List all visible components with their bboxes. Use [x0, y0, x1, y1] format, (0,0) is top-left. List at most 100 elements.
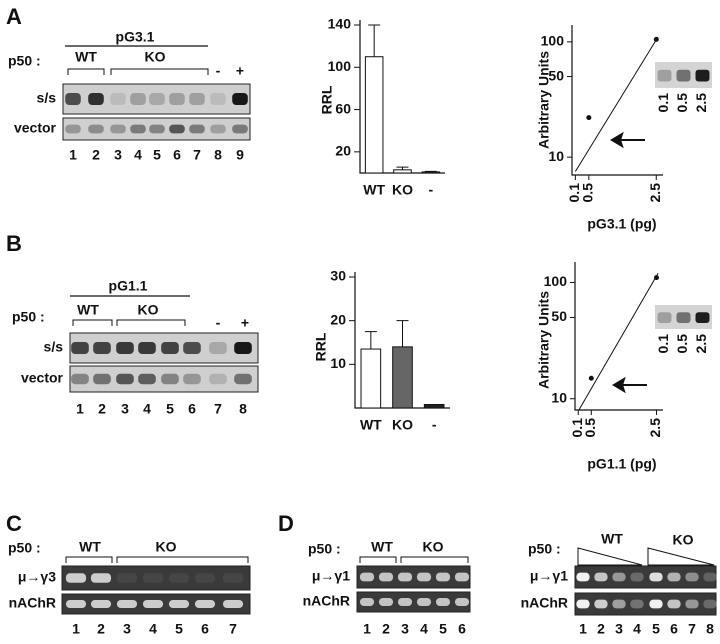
bracket [110, 68, 209, 75]
lane-number: 6 [670, 621, 678, 637]
group-label: WT [371, 539, 393, 555]
lane-number: 6 [173, 147, 181, 163]
panel-label: B [6, 231, 22, 256]
lane-number: 8 [239, 401, 247, 417]
gel-band [189, 93, 205, 105]
gel-band [576, 572, 590, 582]
lane-number: 4 [633, 621, 641, 637]
gel-row [356, 591, 471, 613]
panel-label: C [6, 511, 22, 536]
row-label: nAChR [9, 595, 56, 611]
gel-band [149, 93, 165, 105]
gel-band [232, 93, 248, 105]
gel-row [356, 565, 471, 589]
axis [354, 272, 450, 409]
x-tick-label: 0.5 [582, 418, 598, 438]
bracket [67, 68, 105, 75]
gel-band [93, 342, 111, 354]
p50-label: p50 : [8, 53, 41, 69]
inset-label: 2.5 [693, 334, 709, 354]
row-label: nAChR [303, 593, 350, 609]
gel-band [667, 599, 681, 609]
gel-band [161, 342, 179, 354]
y-tick-label: 10 [330, 355, 346, 371]
lane-number: 1 [76, 401, 84, 417]
x-tick-label: 0.1 [566, 183, 582, 203]
gel-band [576, 599, 590, 609]
axis [571, 25, 663, 176]
row-label: s/s [44, 339, 64, 355]
y-tick-label: 60 [335, 100, 351, 116]
point [586, 115, 592, 121]
gel-band [169, 93, 185, 105]
group-label: KO [673, 532, 694, 548]
gel-band [149, 124, 165, 134]
gel-band [222, 600, 244, 608]
lane-number: 6 [201, 621, 209, 637]
y-tick-label: 50 [551, 308, 567, 324]
gel-band [110, 93, 126, 105]
gel-band [378, 598, 394, 606]
inset-label: 0.5 [674, 93, 690, 113]
group-label: WT [79, 539, 101, 555]
gel-band [630, 599, 644, 609]
gel-band [667, 572, 681, 582]
lane-number: 5 [652, 621, 660, 637]
lane-number: 7 [688, 621, 696, 637]
gel-band [142, 600, 164, 608]
lane-number: 7 [193, 147, 201, 163]
lane-number: 1 [579, 621, 587, 637]
group-label: KO [423, 539, 444, 555]
gel-band [454, 572, 470, 582]
lane-number: 1 [69, 147, 77, 163]
axis [574, 262, 663, 411]
point [653, 36, 659, 42]
gel-band [435, 598, 451, 606]
inset-label: 0.1 [655, 334, 671, 354]
gel-band [209, 342, 227, 354]
group-label: WT [77, 302, 99, 318]
y-tick-label: 100 [541, 33, 565, 49]
gradient-triangle [577, 547, 643, 566]
gel-band [649, 599, 663, 609]
gel-band [416, 572, 432, 582]
y-tick-label: 10 [551, 389, 567, 405]
gel-band [65, 93, 81, 105]
p50-label: p50 : [528, 541, 561, 557]
gel-band [130, 93, 146, 105]
gel-band [232, 124, 248, 134]
gel-band [93, 373, 111, 385]
row-label: vector [14, 120, 57, 136]
bar [423, 404, 445, 409]
gel-band [234, 342, 252, 354]
gel-band [65, 600, 87, 608]
error-bar [368, 24, 381, 57]
bar [421, 171, 441, 174]
lane-number: 2 [98, 401, 106, 417]
x-tick-label: WT [363, 182, 385, 198]
gel-band [168, 573, 190, 583]
lane-number: 6 [458, 621, 466, 637]
bracket [72, 319, 113, 326]
x-tick-label: KO [392, 417, 413, 433]
gel-band [210, 93, 226, 105]
x-tick-label: KO [392, 182, 413, 198]
p50-label: p50 : [8, 540, 41, 556]
gel-band [378, 572, 394, 582]
x-tick-label: 0.5 [580, 183, 596, 203]
x-tick-label: - [432, 417, 437, 433]
gel-band [71, 342, 89, 354]
gel-band [138, 342, 156, 354]
lane-number: 4 [143, 401, 151, 417]
y-axis-label: RRL [319, 85, 335, 114]
lane-number: 2 [97, 621, 105, 637]
gel-band [703, 599, 717, 609]
group-label: WT [75, 49, 97, 65]
lane-number: 4 [420, 621, 428, 637]
y-tick-label: 20 [335, 143, 351, 159]
lane-number: 4 [149, 621, 157, 637]
gel-band [210, 124, 226, 134]
group-label: KO [145, 49, 166, 65]
point [588, 375, 594, 381]
